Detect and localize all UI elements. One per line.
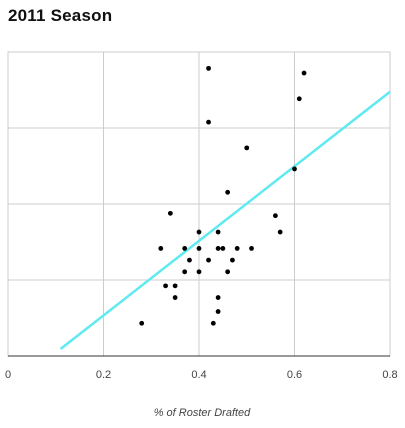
x-tick-label: 0.2 xyxy=(96,369,111,381)
data-point xyxy=(220,246,226,251)
data-point xyxy=(206,119,211,125)
data-point xyxy=(163,283,168,289)
x-axis-ticks: 0 0.2 0.4 0.6 0.8 xyxy=(5,369,398,381)
data-point xyxy=(172,283,178,289)
x-tick-label: 0.8 xyxy=(382,369,397,381)
data-point xyxy=(206,65,211,71)
data-point xyxy=(182,246,188,251)
data-point xyxy=(215,295,221,300)
data-point xyxy=(172,295,178,300)
data-point xyxy=(187,257,192,263)
data-point xyxy=(167,210,173,216)
x-axis-label: % of Roster Drafted xyxy=(154,407,251,419)
data-point xyxy=(215,246,221,251)
data-point xyxy=(273,213,278,219)
data-point xyxy=(244,145,250,151)
trendline-group xyxy=(59,90,391,350)
data-point xyxy=(234,246,240,251)
x-tick-label: 0 xyxy=(5,369,11,381)
data-point xyxy=(277,229,283,235)
data-point xyxy=(196,246,202,251)
data-point xyxy=(215,229,221,235)
data-point xyxy=(292,166,297,172)
data-point xyxy=(230,257,235,263)
data-point xyxy=(139,320,145,326)
data-point xyxy=(225,269,231,275)
points-group xyxy=(139,65,307,326)
data-point xyxy=(158,246,164,251)
data-point xyxy=(210,320,216,326)
chart-title: 2011 Season xyxy=(8,6,113,25)
data-point xyxy=(196,269,202,275)
data-point xyxy=(215,309,221,314)
x-tick-label: 0.4 xyxy=(191,369,206,381)
data-point xyxy=(182,269,188,275)
trendline xyxy=(59,90,391,350)
data-point xyxy=(206,257,211,263)
data-point xyxy=(249,246,254,251)
data-point xyxy=(196,229,202,235)
data-point xyxy=(225,189,231,195)
grid xyxy=(7,51,391,357)
x-tick-label: 0.6 xyxy=(287,369,302,381)
data-point xyxy=(301,70,307,76)
data-point xyxy=(296,96,302,102)
